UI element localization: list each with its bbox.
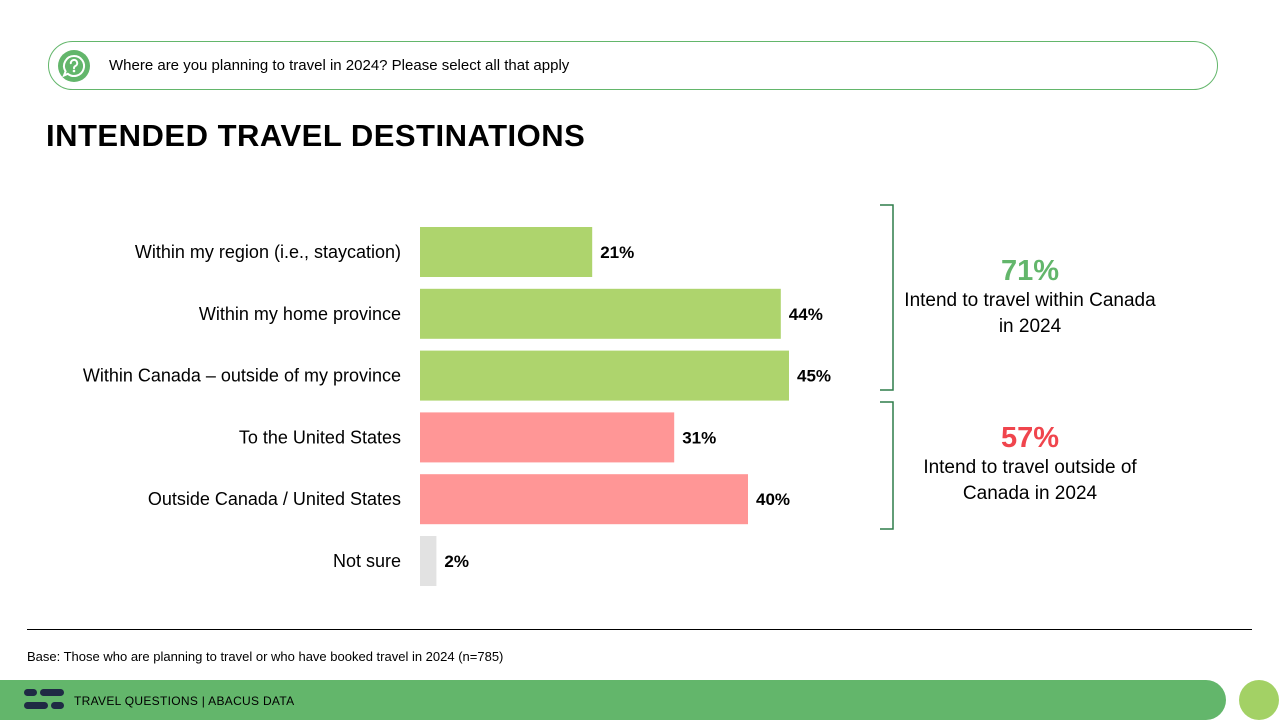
callout-outside-text: Intend to travel outside of Canada in 20… (923, 457, 1137, 504)
callout-canada-pct: 71% (1000, 255, 1060, 287)
bar (420, 536, 437, 586)
bar (420, 288, 781, 339)
value-label: 21% (600, 243, 634, 262)
question-box: Where are you planning to travel in 2024… (48, 41, 1218, 90)
category-label: Not sure (333, 551, 401, 571)
page-title: INTENDED TRAVEL DESTINATIONS (46, 118, 586, 153)
bar (420, 350, 789, 401)
value-label: 31% (682, 428, 716, 447)
bar (420, 474, 748, 525)
question-chat-icon (58, 50, 90, 82)
question-text: Where are you planning to travel in 2024… (109, 57, 570, 74)
bar (420, 412, 675, 463)
footer-text: TRAVEL QUESTIONS | ABACUS DATA (74, 694, 295, 708)
callout-outside: 57% Intend to travel outside of Canada i… (900, 422, 1160, 507)
value-label: 45% (797, 367, 831, 386)
footer-bar: TRAVEL QUESTIONS | ABACUS DATA (0, 680, 1226, 720)
value-label: 44% (789, 305, 823, 324)
bracket-canada (880, 204, 894, 391)
abacus-logo-icon (24, 689, 64, 709)
callout-canada-text: Intend to travel within Canada in 2024 (904, 290, 1156, 337)
base-note: Base: Those who are planning to travel o… (27, 649, 504, 664)
category-label: Outside Canada / United States (148, 489, 401, 509)
footer-dot (1239, 680, 1279, 720)
category-label: Within Canada – outside of my province (83, 366, 401, 386)
bar-chart: Within my region (i.e., staycation) 21% Wi… (83, 204, 894, 586)
footer-divider (27, 629, 1252, 630)
bar (420, 227, 593, 277)
callout-outside-pct: 57% (1000, 422, 1060, 454)
value-label: 40% (756, 490, 790, 509)
bracket-outside (880, 401, 894, 530)
category-label: Within my region (i.e., staycation) (135, 242, 401, 262)
category-label: Within my home province (199, 304, 401, 324)
value-label: 2% (444, 552, 469, 571)
category-label: To the United States (239, 427, 401, 447)
callout-canada: 71% Intend to travel within Canada in 20… (900, 255, 1160, 340)
